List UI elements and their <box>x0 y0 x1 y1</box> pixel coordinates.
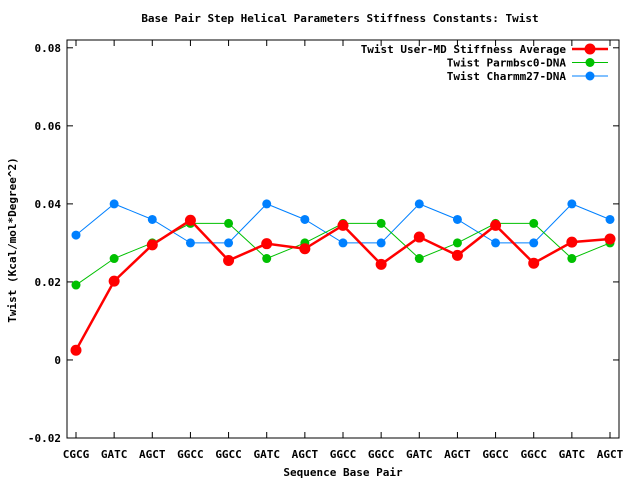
data-point <box>491 238 501 248</box>
legend-label: Twist Parmbsc0-DNA <box>447 57 567 70</box>
series-group <box>70 199 616 356</box>
x-tick-label: GGCC <box>330 448 357 461</box>
x-tick-label: GATC <box>559 448 586 461</box>
data-point <box>375 258 387 270</box>
data-point <box>71 230 81 240</box>
data-point <box>109 199 119 209</box>
data-point <box>452 238 462 248</box>
legend-label: Twist Charmm27-DNA <box>447 70 567 83</box>
data-point <box>224 218 234 228</box>
chart-title: Base Pair Step Helical Parameters Stiffn… <box>141 12 538 25</box>
x-tick-label: GGCC <box>215 448 242 461</box>
data-point <box>567 199 577 209</box>
series-3 <box>71 199 615 248</box>
data-point <box>376 218 386 228</box>
data-point <box>414 254 424 264</box>
data-point <box>224 238 234 248</box>
series-1 <box>70 214 616 356</box>
data-point <box>300 214 310 224</box>
y-tick-label: 0.02 <box>35 276 62 289</box>
y-tick-label: 0 <box>54 354 61 367</box>
x-tick-label: GGCC <box>520 448 547 461</box>
x-tick-label: GATC <box>253 448 280 461</box>
data-point <box>490 219 502 231</box>
data-point <box>223 254 235 266</box>
x-axis-label: Sequence Base Pair <box>283 466 403 479</box>
x-tick-label: AGCT <box>597 448 624 461</box>
data-point <box>529 218 539 228</box>
y-tick-label: 0.04 <box>35 198 62 211</box>
series-line <box>75 222 611 286</box>
data-point <box>413 231 425 243</box>
legend-label: Twist User-MD Stiffness Average <box>361 43 567 56</box>
data-point <box>604 233 616 245</box>
ticks: -0.02 0 0.02 0.04 0.06 0.08 CGCG GATC AGCT GGCC GG… <box>28 40 624 461</box>
data-point <box>605 214 615 224</box>
data-point <box>529 238 539 248</box>
data-point <box>108 275 120 287</box>
data-point <box>338 238 348 248</box>
data-point <box>452 214 462 224</box>
data-point <box>528 257 540 269</box>
data-point <box>451 249 463 261</box>
data-point <box>261 238 273 250</box>
x-tick-label: GATC <box>406 448 433 461</box>
data-point <box>567 254 577 264</box>
y-tick-label: -0.02 <box>28 432 61 445</box>
legend-marker <box>585 58 595 67</box>
data-point <box>262 254 272 264</box>
data-point <box>262 199 272 209</box>
legend-marker <box>584 43 596 55</box>
data-point <box>299 243 311 255</box>
data-point <box>376 238 386 248</box>
data-point <box>109 254 119 264</box>
x-tick-label: GGCC <box>482 448 509 461</box>
data-point <box>71 280 81 290</box>
data-point <box>185 238 195 248</box>
data-point <box>70 344 82 356</box>
x-tick-label: GATC <box>101 448 128 461</box>
data-point <box>147 214 157 224</box>
data-point <box>184 214 196 226</box>
data-point <box>566 236 578 248</box>
legend-marker <box>585 71 595 81</box>
x-tick-label: AGCT <box>139 448 166 461</box>
x-tick-label: GGCC <box>177 448 204 461</box>
y-axis-label: Twist (Kcal/mol*Degree^2) <box>6 157 19 323</box>
y-tick-label: 0.08 <box>35 42 62 55</box>
y-tick-label: 0.06 <box>35 120 62 133</box>
x-tick-label: AGCT <box>444 448 471 461</box>
data-point <box>414 199 424 209</box>
data-point <box>337 219 349 231</box>
x-tick-label: GGCC <box>368 448 395 461</box>
data-point <box>146 239 158 251</box>
x-tick-label: CGCG <box>63 448 90 461</box>
x-tick-label: AGCT <box>292 448 319 461</box>
